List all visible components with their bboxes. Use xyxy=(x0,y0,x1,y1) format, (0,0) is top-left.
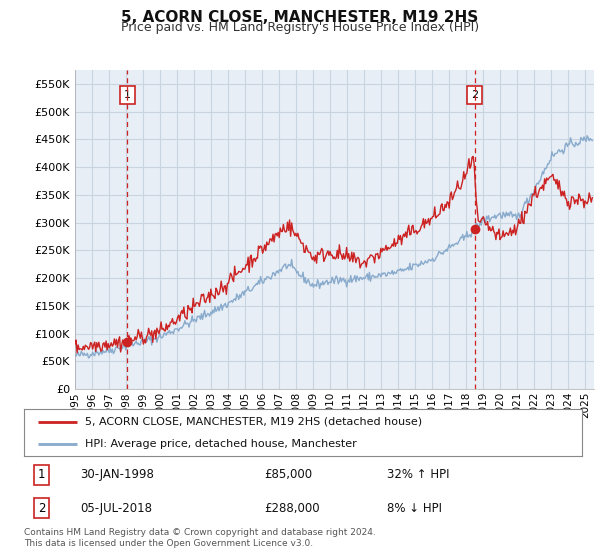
Text: HPI: Average price, detached house, Manchester: HPI: Average price, detached house, Manc… xyxy=(85,438,357,449)
Text: 05-JUL-2018: 05-JUL-2018 xyxy=(80,502,152,515)
Text: 8% ↓ HPI: 8% ↓ HPI xyxy=(387,502,442,515)
Text: Price paid vs. HM Land Registry's House Price Index (HPI): Price paid vs. HM Land Registry's House … xyxy=(121,21,479,34)
Text: £85,000: £85,000 xyxy=(264,468,312,481)
Text: 2: 2 xyxy=(472,90,478,100)
Text: 1: 1 xyxy=(124,90,131,100)
Text: 30-JAN-1998: 30-JAN-1998 xyxy=(80,468,154,481)
Text: Contains HM Land Registry data © Crown copyright and database right 2024.
This d: Contains HM Land Registry data © Crown c… xyxy=(24,528,376,548)
Text: 5, ACORN CLOSE, MANCHESTER, M19 2HS (detached house): 5, ACORN CLOSE, MANCHESTER, M19 2HS (det… xyxy=(85,417,422,427)
Text: £288,000: £288,000 xyxy=(264,502,320,515)
Text: 1: 1 xyxy=(38,468,46,481)
Text: 5, ACORN CLOSE, MANCHESTER, M19 2HS: 5, ACORN CLOSE, MANCHESTER, M19 2HS xyxy=(121,10,479,25)
Text: 32% ↑ HPI: 32% ↑ HPI xyxy=(387,468,449,481)
Text: 2: 2 xyxy=(38,502,46,515)
